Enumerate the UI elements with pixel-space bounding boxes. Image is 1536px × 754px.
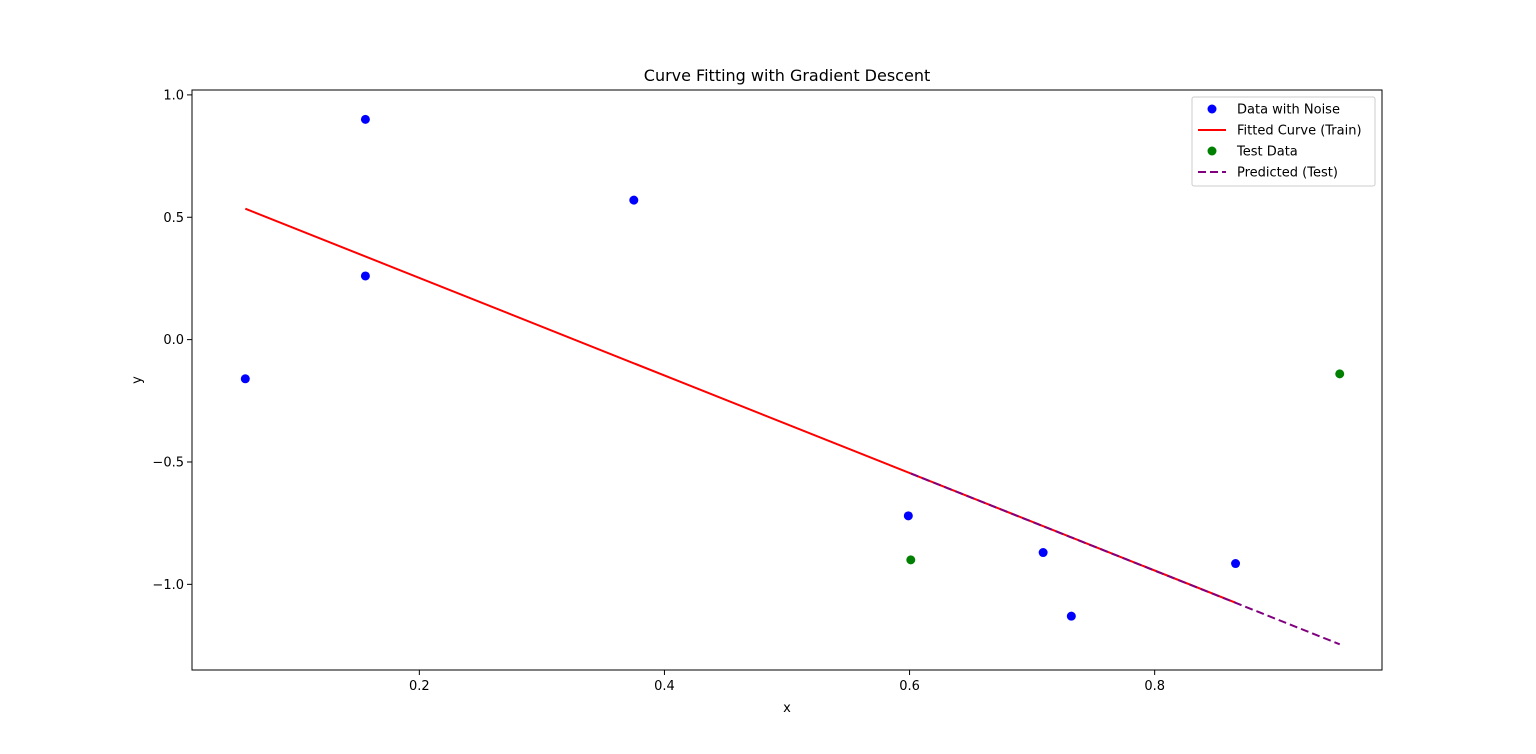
- point-test-data-0: [906, 555, 916, 565]
- x-axis-label: x: [783, 701, 791, 716]
- point-data-with-noise-7: [1231, 559, 1241, 569]
- legend-box: [1191, 96, 1376, 187]
- point-data-with-noise-3: [629, 195, 639, 205]
- y-tick-label: −1.0: [152, 578, 184, 593]
- y-tick-label: −0.5: [152, 455, 184, 470]
- point-data-with-noise-6: [1066, 611, 1076, 621]
- legend-marker-data-with-noise: [1207, 104, 1217, 114]
- y-axis-label: y: [130, 376, 145, 384]
- x-axis: 0.2 0.4 0.6 0.8: [409, 670, 1165, 694]
- legend-label-test-data: Test Data: [1236, 145, 1298, 160]
- point-test-data-1: [1335, 369, 1345, 379]
- point-data-with-noise-2: [360, 271, 370, 281]
- point-data-with-noise-5: [1038, 548, 1048, 558]
- point-data-with-noise-4: [903, 511, 913, 521]
- y-axis: −1.0 −0.5 0.0 0.5 1.0: [152, 88, 192, 593]
- chart-legend: Data with Noise Fitted Curve (Train) Test …: [1191, 96, 1376, 187]
- series-line-predicted-test: [910, 472, 1341, 646]
- y-tick-label: 0.5: [163, 211, 184, 226]
- legend-label-data-with-noise: Data with Noise: [1237, 103, 1340, 118]
- plot-frame: [191, 89, 1383, 671]
- point-data-with-noise-0: [240, 374, 250, 384]
- x-tick-label: 0.4: [654, 679, 675, 694]
- legend-label-fitted-curve-train: Fitted Curve (Train): [1237, 124, 1362, 139]
- y-tick-label: 1.0: [163, 88, 184, 103]
- point-data-with-noise-1: [360, 114, 370, 124]
- legend-label-predicted-test: Predicted (Test): [1237, 166, 1338, 181]
- plot-marks: [240, 114, 1345, 646]
- x-tick-label: 0.6: [899, 679, 920, 694]
- legend-marker-test-data: [1207, 146, 1217, 156]
- chart-title: Curve Fitting with Gradient Descent: [644, 66, 930, 85]
- x-tick-label: 0.8: [1144, 679, 1165, 694]
- y-tick-label: 0.0: [163, 333, 184, 348]
- x-tick-label: 0.2: [409, 679, 430, 694]
